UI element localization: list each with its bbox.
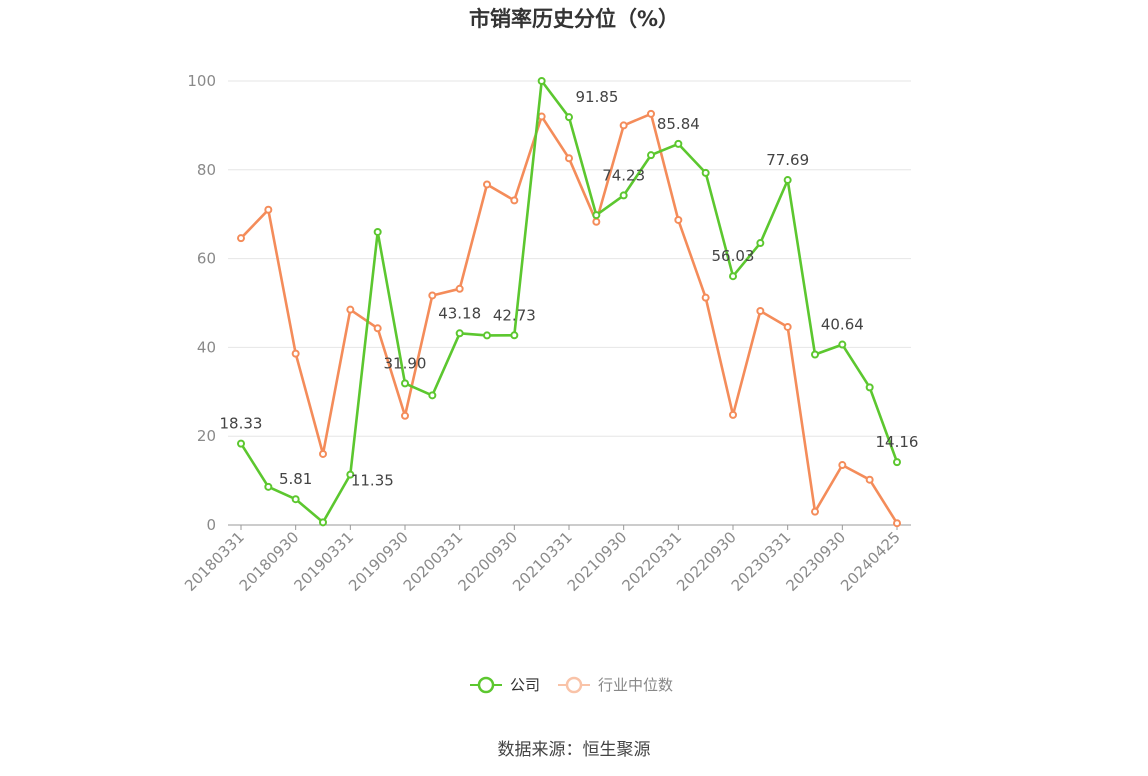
data-point[interactable] bbox=[373, 227, 382, 236]
data-point[interactable] bbox=[619, 121, 628, 130]
y-tick-label: 100 bbox=[187, 72, 216, 90]
data-point[interactable] bbox=[291, 349, 300, 358]
data-point[interactable] bbox=[264, 482, 273, 491]
data-point[interactable] bbox=[893, 458, 901, 467]
data-point[interactable] bbox=[346, 305, 355, 314]
data-point[interactable] bbox=[729, 410, 737, 419]
data-point[interactable] bbox=[483, 331, 491, 340]
data-point[interactable] bbox=[373, 324, 382, 333]
data-point[interactable] bbox=[428, 291, 437, 300]
data-label: 91.85 bbox=[576, 88, 619, 106]
data-label: 5.81 bbox=[279, 470, 312, 488]
data-point[interactable] bbox=[783, 322, 792, 331]
data-point[interactable] bbox=[811, 350, 819, 359]
data-point[interactable] bbox=[565, 113, 573, 122]
data-point[interactable] bbox=[893, 519, 901, 528]
data-point[interactable] bbox=[346, 470, 355, 479]
legend-item-industry-median[interactable]: 行业中位数 bbox=[558, 676, 673, 694]
data-source: 数据来源：恒生聚源 bbox=[498, 740, 651, 760]
data-point[interactable] bbox=[537, 77, 546, 85]
data-point[interactable] bbox=[865, 475, 874, 484]
data-point[interactable] bbox=[592, 211, 601, 220]
data-label: 14.16 bbox=[876, 433, 919, 451]
legend-company-marker bbox=[477, 676, 495, 694]
legend-industry-label: 行业中位数 bbox=[598, 676, 673, 694]
data-point[interactable] bbox=[565, 154, 573, 163]
legend-item-company[interactable]: 公司 bbox=[470, 676, 540, 694]
data-point[interactable] bbox=[756, 239, 765, 248]
data-label: 77.69 bbox=[766, 151, 809, 169]
data-label: 74.23 bbox=[602, 166, 645, 184]
data-label: 56.03 bbox=[712, 247, 755, 265]
data-point[interactable] bbox=[537, 112, 546, 121]
data-point[interactable] bbox=[811, 507, 819, 516]
plot-area bbox=[237, 77, 901, 528]
data-point[interactable] bbox=[510, 196, 519, 205]
series-company bbox=[237, 77, 901, 527]
data-point[interactable] bbox=[319, 449, 327, 458]
data-labels: 18.33 5.81 11.35 31.90 43.18 42.73 91.85 74.23 8… bbox=[220, 88, 919, 489]
data-point[interactable] bbox=[401, 379, 409, 388]
chart-title: 市销率历史分位（%） bbox=[469, 7, 679, 31]
data-point[interactable] bbox=[401, 411, 409, 420]
data-point[interactable] bbox=[647, 151, 655, 160]
y-tick-label: 60 bbox=[197, 250, 216, 268]
grid bbox=[228, 80, 911, 437]
data-point[interactable] bbox=[701, 293, 710, 302]
data-point[interactable] bbox=[647, 109, 655, 118]
data-label: 85.84 bbox=[657, 115, 700, 133]
data-label: 18.33 bbox=[220, 415, 263, 433]
data-point[interactable] bbox=[783, 176, 792, 185]
series-line bbox=[239, 79, 899, 524]
legend-company-label: 公司 bbox=[510, 676, 540, 694]
data-point[interactable] bbox=[510, 331, 519, 340]
data-label: 43.18 bbox=[438, 304, 481, 322]
y-tick-label: 40 bbox=[197, 338, 216, 356]
data-point[interactable] bbox=[455, 284, 464, 293]
data-label: 40.64 bbox=[821, 316, 864, 334]
data-point[interactable] bbox=[619, 191, 628, 200]
data-point[interactable] bbox=[237, 234, 245, 243]
data-point[interactable] bbox=[319, 518, 327, 527]
data-point[interactable] bbox=[701, 168, 710, 177]
data-label: 42.73 bbox=[493, 306, 536, 324]
data-point[interactable] bbox=[237, 439, 245, 448]
legend-industry-marker bbox=[565, 676, 583, 694]
data-point[interactable] bbox=[428, 391, 437, 400]
data-point[interactable] bbox=[483, 180, 491, 189]
data-point[interactable] bbox=[756, 306, 765, 315]
data-point[interactable] bbox=[291, 495, 300, 504]
data-point[interactable] bbox=[838, 461, 847, 470]
data-point[interactable] bbox=[455, 329, 464, 338]
x-tick-label: 20240425 bbox=[837, 528, 904, 595]
data-label: 11.35 bbox=[351, 472, 394, 490]
data-point[interactable] bbox=[592, 217, 601, 226]
y-tick-label: 20 bbox=[197, 427, 216, 445]
y-tick-label: 80 bbox=[197, 161, 216, 179]
data-point[interactable] bbox=[729, 272, 737, 281]
data-point[interactable] bbox=[838, 340, 847, 349]
data-point[interactable] bbox=[865, 383, 874, 392]
data-point[interactable] bbox=[674, 139, 683, 148]
y-tick-label: 0 bbox=[206, 516, 216, 534]
series-industry-median bbox=[237, 109, 901, 528]
data-point[interactable] bbox=[264, 205, 273, 214]
data-point[interactable] bbox=[674, 215, 683, 224]
legend: 公司 行业中位数 bbox=[470, 676, 673, 694]
series-line bbox=[240, 112, 899, 524]
data-label: 31.90 bbox=[384, 354, 427, 372]
